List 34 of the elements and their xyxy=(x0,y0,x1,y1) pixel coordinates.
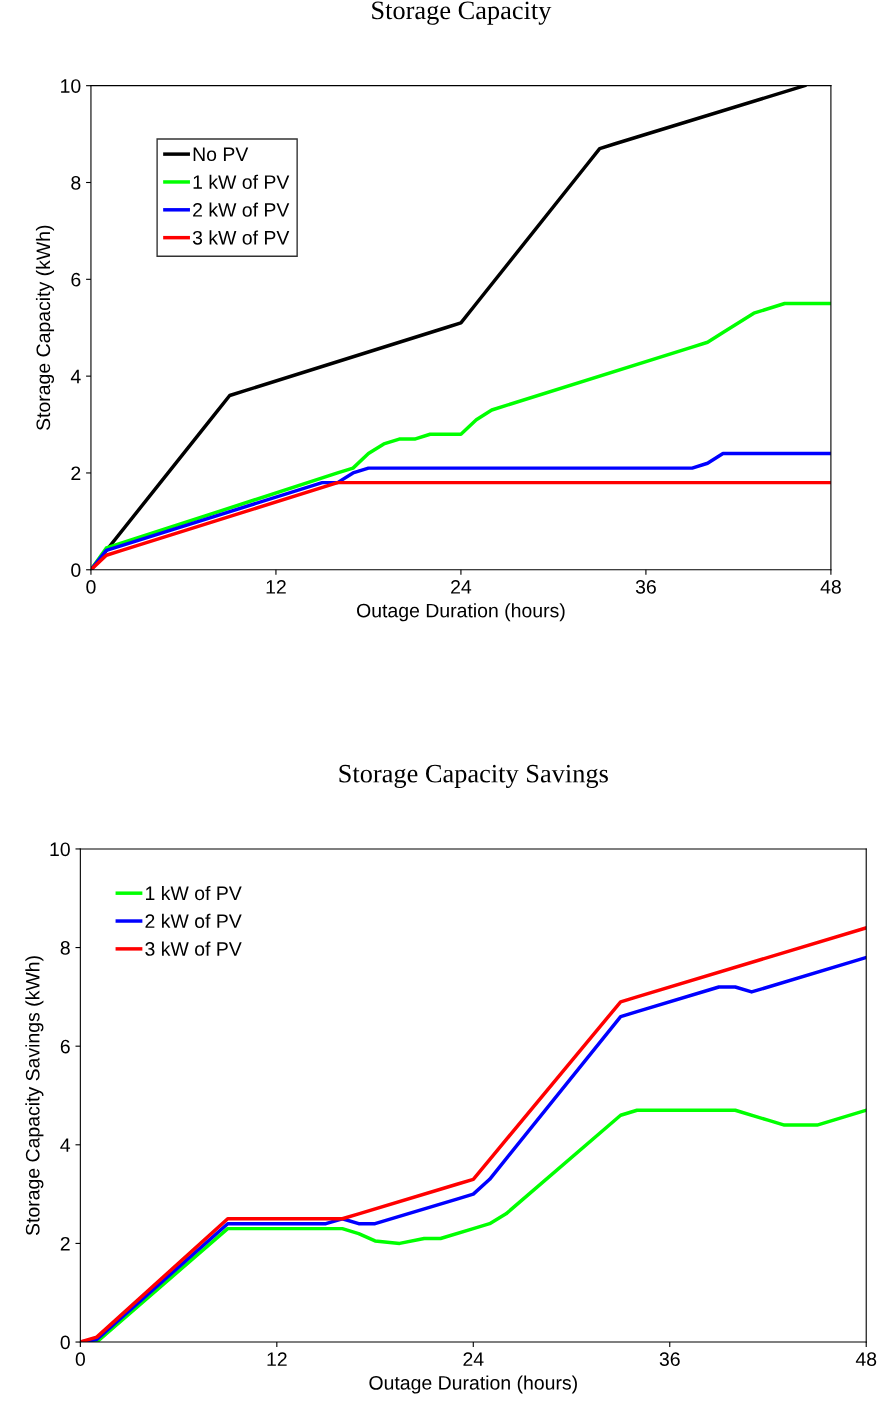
y-tick-label: 2 xyxy=(60,1236,70,1251)
y-tick-label: 8 xyxy=(71,175,81,190)
x-tick-label: 36 xyxy=(635,580,656,594)
x-tick-label: 12 xyxy=(267,1352,287,1366)
y-axis-title: Storage Capacity (kWh) xyxy=(35,225,55,431)
legend-label: 3 kW of PV xyxy=(145,941,242,956)
chart-title: Storage Capacity Savings xyxy=(339,764,608,788)
y-tick-label: 4 xyxy=(70,369,81,384)
x-tick-label: 0 xyxy=(86,580,96,594)
legend-label: 1 kW of PV xyxy=(193,174,290,189)
y-tick-label: 0 xyxy=(71,563,81,578)
legend-label: 2 kW of PV xyxy=(193,202,290,217)
y-tick-label: 10 xyxy=(50,842,70,857)
x-tick-label: 48 xyxy=(855,1352,877,1367)
x-axis-title: Outage Duration (hours) xyxy=(357,603,565,622)
x-tick-label: 36 xyxy=(659,1352,680,1367)
y-tick-label: 4 xyxy=(60,1138,71,1152)
y-tick-label: 6 xyxy=(60,1039,70,1054)
y-tick-label: 6 xyxy=(71,272,81,287)
x-tick-label: 24 xyxy=(463,1352,484,1366)
x-axis-title: Outage Duration (hours) xyxy=(369,1375,577,1394)
legend-label: 1 kW of PV xyxy=(146,885,242,901)
y-axis-title: Storage Capacity Savings (kWh) xyxy=(25,956,44,1236)
legend-label: 2 kW of PV xyxy=(145,913,242,929)
x-tick-label: 24 xyxy=(451,580,472,594)
legend-label: No PV xyxy=(193,147,249,162)
y-tick-label: 10 xyxy=(61,79,81,93)
y-tick-label: 8 xyxy=(60,941,70,955)
y-tick-label: 0 xyxy=(60,1335,70,1350)
y-tick-label: 2 xyxy=(71,466,81,480)
x-tick-label: 12 xyxy=(266,580,286,594)
legend-label: 3 kW of PV xyxy=(192,230,290,245)
chart-title: Storage Capacity xyxy=(372,1,552,25)
x-tick-label: 48 xyxy=(820,580,841,594)
